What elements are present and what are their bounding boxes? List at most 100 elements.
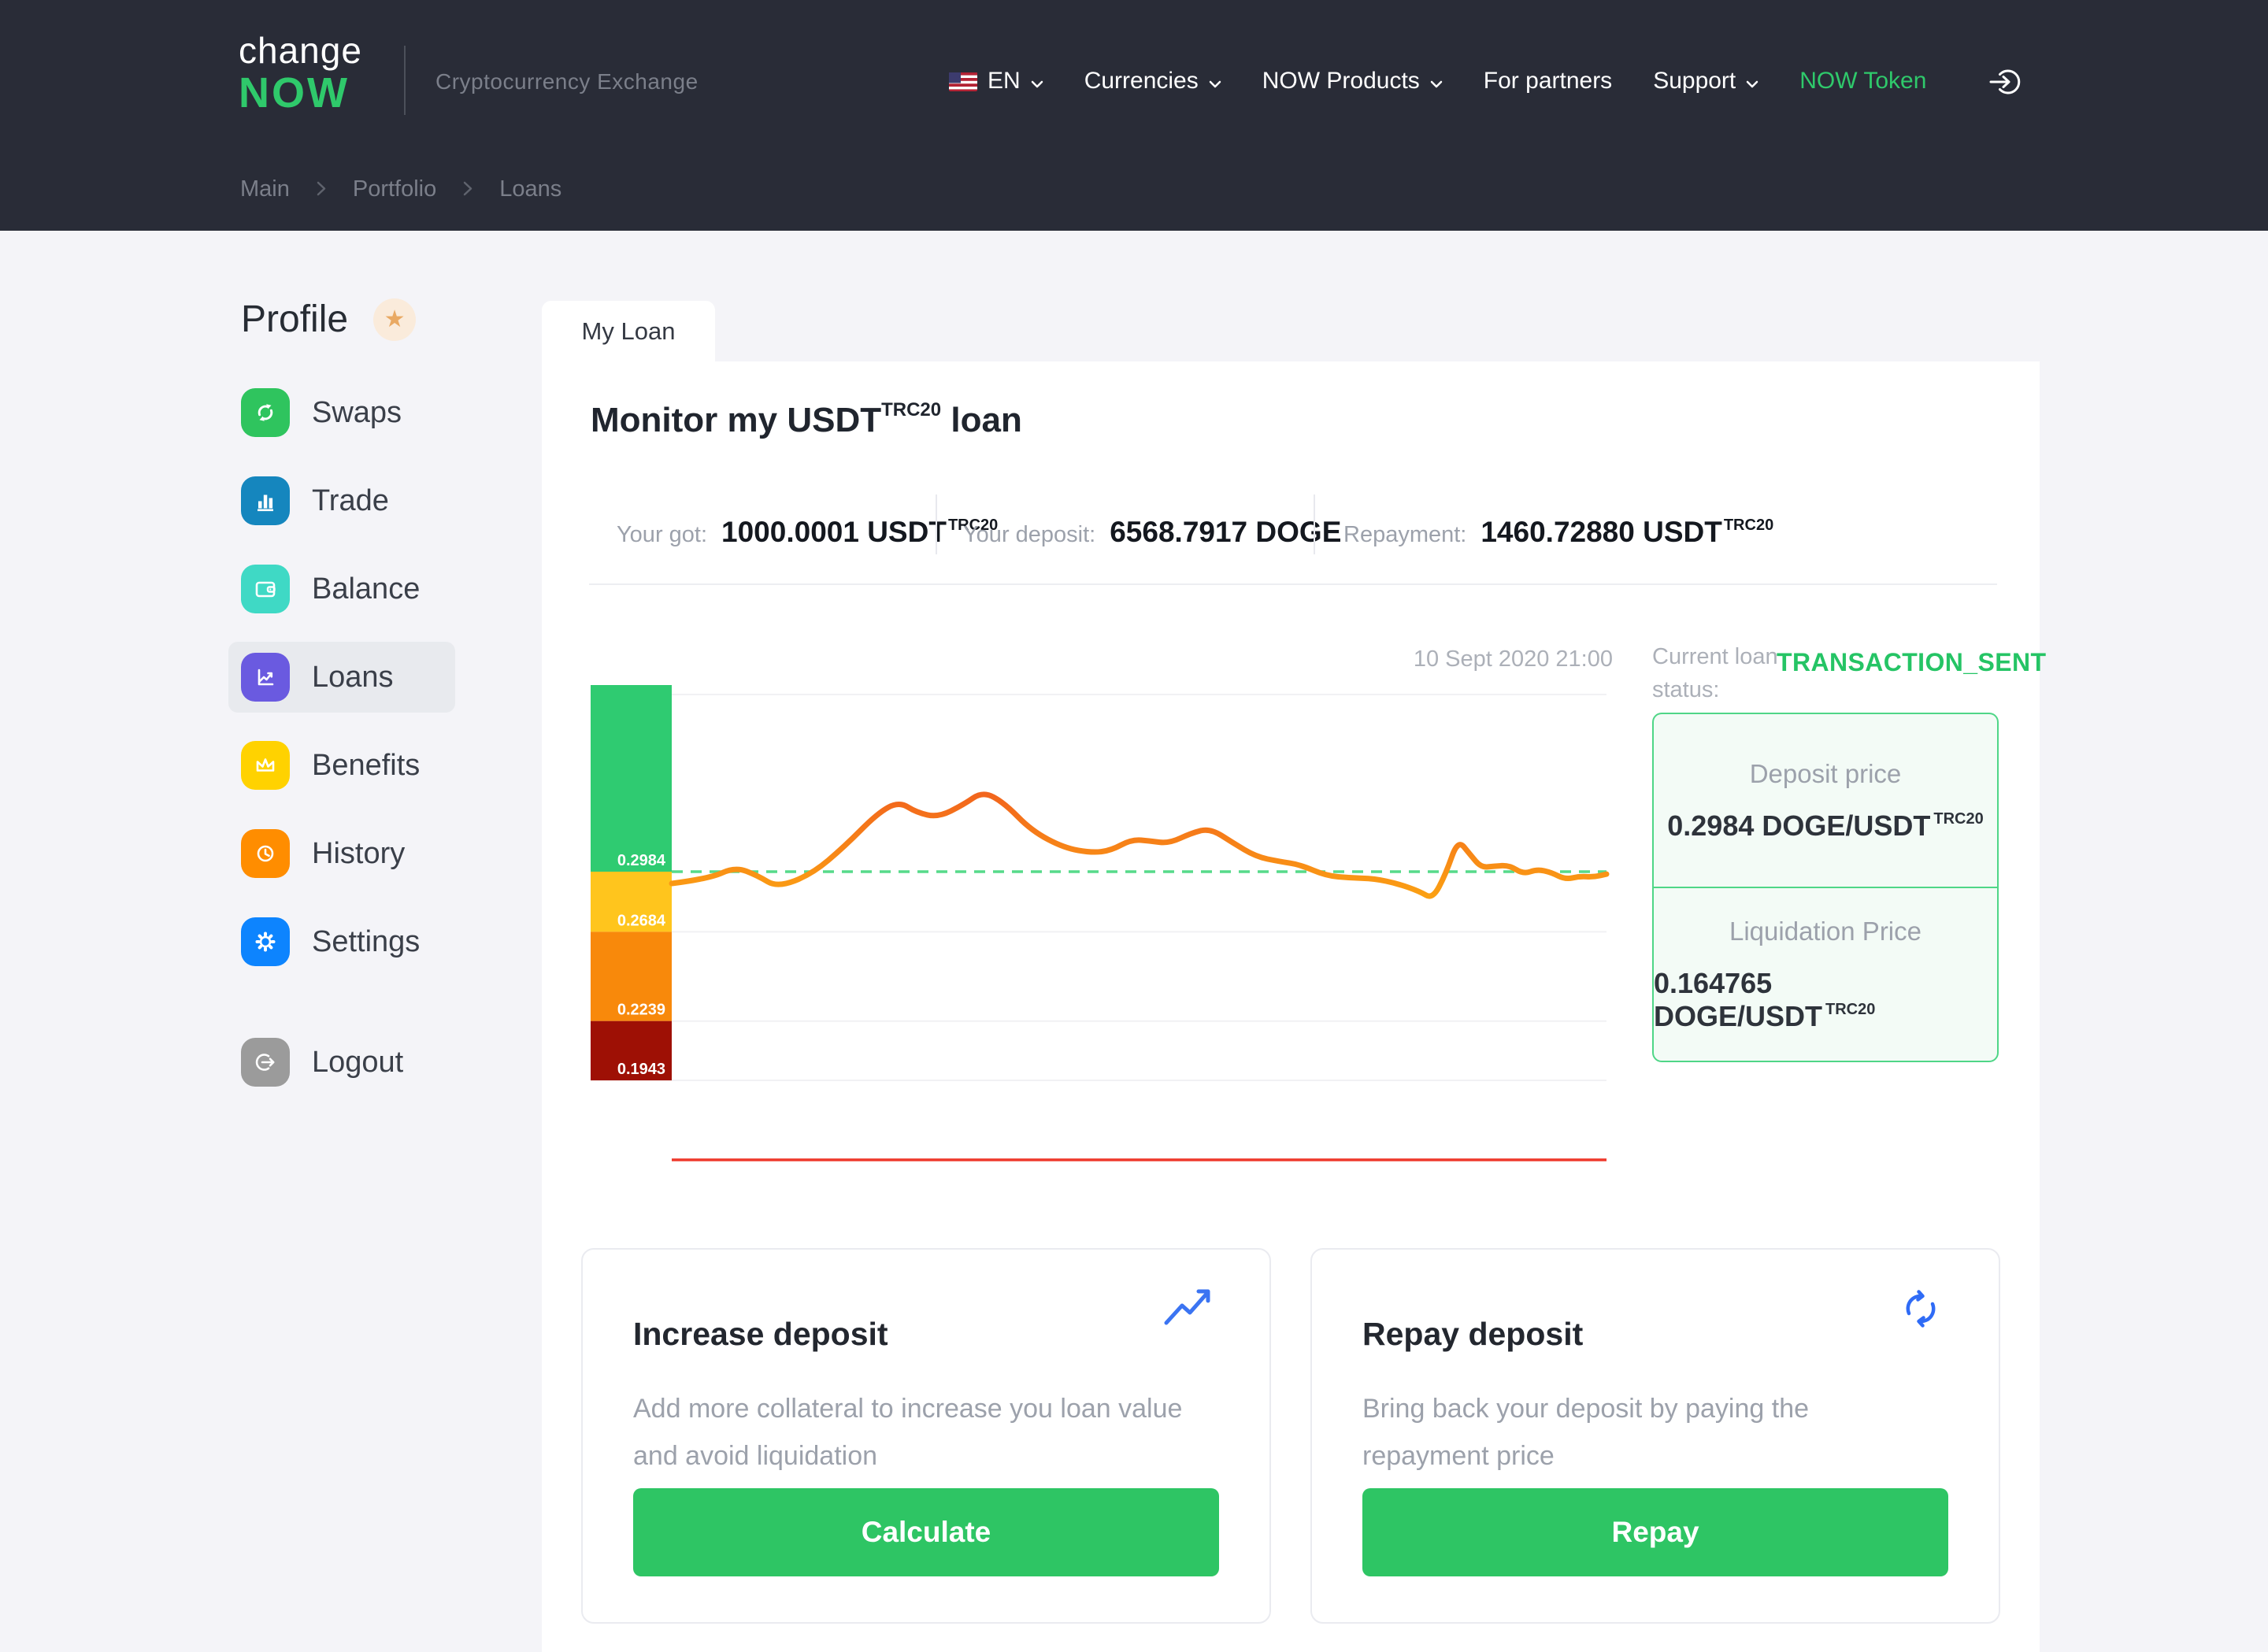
- sign-in-icon[interactable]: [1988, 65, 2022, 99]
- svg-text:0.1943: 0.1943: [617, 1061, 665, 1078]
- brand-logo[interactable]: change NOW: [239, 31, 362, 116]
- tab-my-loan[interactable]: My Loan: [542, 301, 715, 361]
- chevron-down-icon: [1430, 68, 1443, 94]
- crown-icon: [241, 741, 290, 790]
- nav-now-token[interactable]: NOW Token: [1799, 68, 1926, 94]
- stat-value: 6568.7917 DOGE: [1110, 516, 1343, 549]
- loan-status-label: Current loan status:: [1652, 640, 1794, 706]
- deposit-price-title: Deposit price: [1749, 758, 1902, 788]
- calculate-button[interactable]: Calculate: [633, 1488, 1219, 1576]
- liquidation-price-value: 0.164765 DOGE/USDT TRC20: [1654, 967, 1997, 1033]
- chart-date: 10 Sept 2020 21:00: [1413, 646, 1613, 672]
- refresh-icon: [1898, 1286, 1944, 1335]
- nav-now-token-label: NOW Token: [1799, 68, 1927, 94]
- nav-currencies-label: Currencies: [1084, 68, 1199, 94]
- sidebar-item-settings[interactable]: Settings: [228, 906, 455, 977]
- deposit-price-value: 0.2984 DOGE/USDT TRC20: [1667, 809, 1983, 843]
- brand-tagline: Cryptocurrency Exchange: [435, 69, 699, 94]
- sidebar-item-swaps[interactable]: Swaps: [228, 377, 455, 448]
- stat-value-text: 1000.0001 USDT: [721, 516, 947, 548]
- stat-label: Your deposit:: [963, 522, 1096, 547]
- increase-deposit-card: Increase deposit Add more collateral to …: [581, 1248, 1271, 1624]
- sidebar-item-label: Settings: [312, 924, 421, 958]
- nav-for-partners-label: For partners: [1483, 68, 1613, 94]
- stat-value-text: 6568.7917 DOGE: [1110, 516, 1342, 548]
- loans-chart-icon: [241, 653, 290, 702]
- clock-icon: [241, 829, 290, 878]
- sidebar-item-history[interactable]: History: [228, 818, 455, 889]
- liquidation-price-sup: TRC20: [1825, 1000, 1876, 1018]
- liquidation-price-box: Liquidation Price 0.164765 DOGE/USDT TRC2…: [1652, 887, 1999, 1062]
- breadcrumb: Main Portfolio Loans: [240, 176, 561, 202]
- chevron-down-icon: [1209, 68, 1221, 94]
- stat-repayment: Repayment: 1460.72880 USDT TRC20: [1343, 516, 1773, 549]
- page-title-suffix: loan: [941, 401, 1022, 439]
- stat-value: 1460.72880 USDT TRC20: [1480, 516, 1773, 549]
- sidebar-item-label: Loans: [312, 660, 394, 694]
- svg-text:0.2239: 0.2239: [617, 1002, 665, 1019]
- sidebar-item-label: History: [312, 836, 406, 870]
- us-flag-icon: [949, 72, 977, 91]
- sidebar-item-label: Balance: [312, 572, 421, 606]
- swaps-icon: [241, 388, 290, 437]
- sidebar-item-logout[interactable]: Logout: [228, 1027, 455, 1098]
- chevron-right-icon: [317, 176, 326, 202]
- language-selector[interactable]: EN: [949, 68, 1043, 94]
- page-title-text: Monitor my USDT: [591, 401, 882, 439]
- logout-icon: [241, 1038, 290, 1087]
- nav-support[interactable]: Support: [1653, 68, 1758, 94]
- deposit-price-sup: TRC20: [1933, 809, 1984, 828]
- loan-panel: Monitor my USDTTRC20 loan Your got: 1000…: [542, 361, 2046, 1652]
- top-header: change NOW Cryptocurrency Exchange EN Cu…: [0, 0, 2268, 231]
- stat-label: Repayment:: [1343, 522, 1467, 547]
- sidebar-item-benefits[interactable]: Benefits: [228, 730, 455, 801]
- trade-icon: [241, 476, 290, 525]
- loyalty-star-icon: ★: [373, 298, 417, 341]
- section-divider: [589, 583, 1997, 585]
- chevron-down-icon: [1031, 68, 1043, 94]
- nav-now-products-label: NOW Products: [1262, 68, 1420, 94]
- nav-for-partners[interactable]: For partners: [1484, 68, 1612, 94]
- stat-your-got: Your got: 1000.0001 USDT TRC20: [617, 516, 998, 549]
- stat-value: 1000.0001 USDT TRC20: [721, 516, 998, 549]
- loan-status-value: TRANSACTION_SENT: [1777, 648, 2047, 676]
- repay-button[interactable]: Repay: [1362, 1488, 1948, 1576]
- sidebar-item-loans[interactable]: Loans: [228, 642, 455, 713]
- chevron-right-icon: [463, 176, 472, 202]
- breadcrumb-loans: Loans: [499, 176, 562, 202]
- loan-price-chart: 0.2984 0.2684 0.2239 0.1943: [591, 685, 1610, 1161]
- sidebar-item-label: Swaps: [312, 395, 402, 429]
- nav-support-label: Support: [1653, 68, 1736, 94]
- sidebar-item-label: Logout: [312, 1045, 404, 1079]
- card-description: Add more collateral to increase you loan…: [633, 1394, 1183, 1471]
- sidebar-menu: Swaps Trade: [228, 377, 480, 1098]
- card-title: Repay deposit: [1362, 1316, 1584, 1352]
- brand-logo-line2: NOW: [239, 69, 350, 117]
- nav-now-products[interactable]: NOW Products: [1262, 68, 1443, 94]
- main-nav: EN Currencies NOW Products For partners: [949, 57, 1926, 106]
- stat-value-sup: TRC20: [1723, 516, 1774, 534]
- sidebar-item-balance[interactable]: Balance: [228, 554, 455, 624]
- price-boxes: Deposit price 0.2984 DOGE/USDT TRC20 Liqu…: [1652, 713, 1999, 1062]
- stat-value-text: 1460.72880 USDT: [1480, 516, 1722, 548]
- card-description: Bring back your deposit by paying the re…: [1362, 1394, 1810, 1471]
- stat-value-sup: TRC20: [947, 516, 999, 534]
- profile-title: Profile: [241, 298, 349, 340]
- stat-label: Your got:: [617, 522, 708, 547]
- repay-deposit-card: Repay deposit Bring back your deposit by…: [1310, 1248, 2000, 1624]
- stat-divider: [1314, 494, 1315, 554]
- breadcrumb-portfolio[interactable]: Portfolio: [352, 176, 437, 202]
- language-label: EN: [988, 68, 1021, 94]
- breadcrumb-main[interactable]: Main: [240, 176, 290, 202]
- sidebar-item-label: Trade: [312, 483, 389, 517]
- loan-status-label-line1: Current loan: [1652, 644, 1778, 669]
- loan-status-label-line2: status:: [1652, 677, 1720, 703]
- nav-currencies[interactable]: Currencies: [1084, 68, 1221, 94]
- page-title-sup: TRC20: [881, 399, 942, 421]
- svg-text:0.2684: 0.2684: [617, 912, 666, 929]
- logo-divider: [404, 46, 406, 115]
- page-title: Monitor my USDTTRC20 loan: [591, 399, 1022, 440]
- sidebar-item-trade[interactable]: Trade: [228, 465, 455, 536]
- gear-icon: [241, 917, 290, 966]
